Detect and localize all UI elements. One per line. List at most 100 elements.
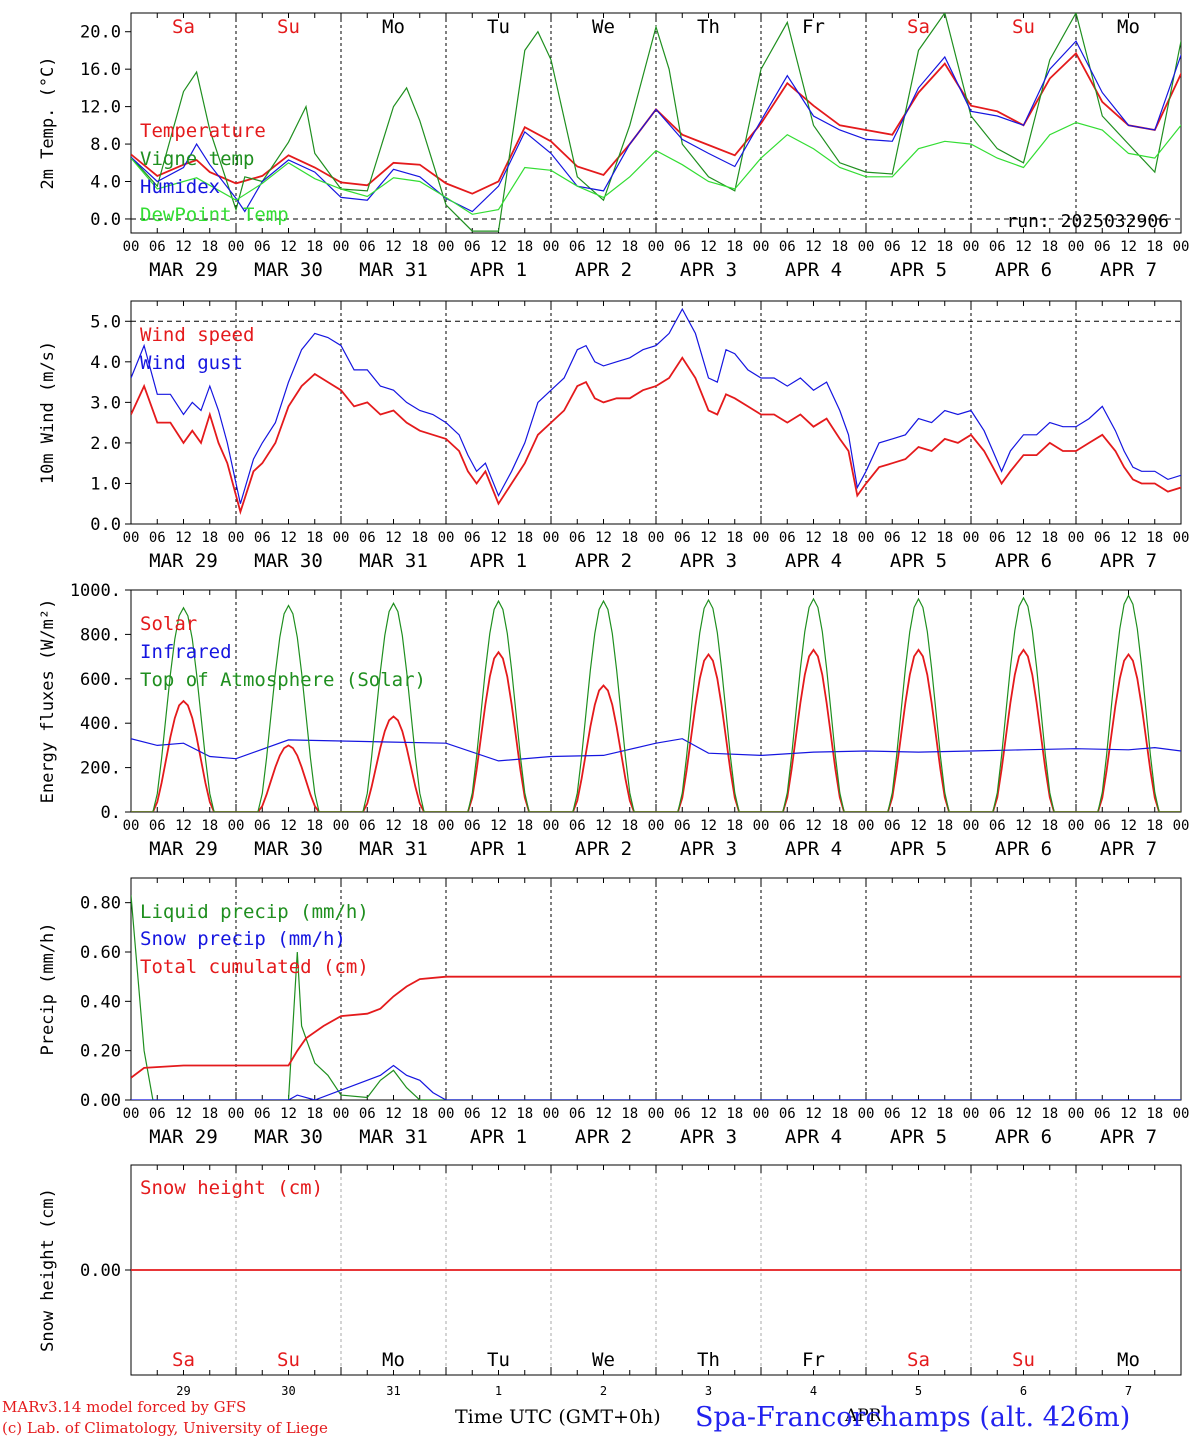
x-hour-label: 18 [1146,818,1163,834]
x-hour-label: 06 [674,818,691,834]
x-date-label: APR 3 [680,838,737,860]
legend-entry: Temperature [140,120,266,142]
x-hour-label: 18 [621,239,638,255]
x-hour-label: 00 [228,530,245,546]
y-axis-label: 2m Temp. (°C) [38,56,58,189]
x-date-label: APR 4 [785,838,842,860]
legend-entry: Wind speed [140,324,254,346]
x-date-label: APR 7 [1100,259,1157,281]
x-hour-label: 18 [621,1106,638,1122]
x-hour-label: 12 [280,239,297,255]
day-number-label: 4 [810,1384,817,1398]
panel-frame [130,300,1182,525]
series-line-0 [131,356,1181,515]
x-hour-label: 12 [910,239,927,255]
x-hour-label: 00 [123,1106,140,1122]
x-hour-label: 00 [753,530,770,546]
x-hour-label: 06 [254,818,271,834]
series-line-2 [131,40,1181,213]
y-tick-label: 0.00 [80,1261,121,1281]
weekday-label: Tu [487,16,510,38]
panel-3 [125,589,1182,813]
x-date-label: MAR 30 [254,1126,323,1148]
x-hour-label: 12 [805,818,822,834]
station-title: Spa-Francorchamps (alt. 426m) [695,1402,1131,1433]
x-hour-label: 00 [123,530,140,546]
x-hour-label: 18 [726,818,743,834]
x-date-label: APR 3 [680,550,737,572]
series-line-1 [131,738,1181,762]
x-hour-label: 12 [1120,530,1137,546]
x-date-label: APR 2 [575,1126,632,1148]
weekday-label: Su [1012,16,1035,38]
x-hour-label: 00 [438,1106,455,1122]
weekday-label: Th [697,16,720,38]
x-hour-label: 12 [385,530,402,546]
x-hour-label: 18 [936,1106,953,1122]
x-date-label: APR 1 [470,1126,527,1148]
x-hour-label: 06 [464,818,481,834]
run-annotation: run: 2025032906 [1006,211,1169,232]
x-hour-label: 06 [1094,239,1111,255]
x-hour-label: 12 [700,818,717,834]
y-tick-label: 0.20 [80,1042,121,1062]
day-number-label: 5 [915,1384,922,1398]
x-hour-label: 12 [280,818,297,834]
x-date-label: MAR 31 [359,550,428,572]
x-hour-label: 18 [1146,530,1163,546]
legend-entry: Wind gust [140,352,243,374]
x-hour-label: 00 [123,818,140,834]
x-date-label: APR 3 [680,1126,737,1148]
x-hour-label: 00 [333,239,350,255]
x-date-label: MAR 30 [254,838,323,860]
x-hour-label: 00 [333,818,350,834]
x-hour-label: 18 [726,239,743,255]
x-hour-label: 06 [1094,530,1111,546]
y-tick-label: 2.0 [90,434,121,454]
x-date-label: APR 6 [995,838,1052,860]
x-hour-label: 00 [543,530,560,546]
legend-entry: Snow height (cm) [140,1177,323,1199]
x-date-label: MAR 30 [254,550,323,572]
day-number-label: 29 [176,1384,190,1398]
y-tick-label: 600. [80,670,121,690]
x-hour-label: 00 [963,1106,980,1122]
x-hour-label: 18 [1041,239,1058,255]
x-hour-label: 06 [569,1106,586,1122]
x-hour-label: 12 [700,1106,717,1122]
x-hour-label: 00 [858,1106,875,1122]
x-date-label: APR 4 [785,550,842,572]
day-number-label: 7 [1125,1384,1132,1398]
time-axis-title: Time UTC (GMT+0h) [455,1406,661,1428]
series-line-2 [131,594,1181,812]
y-tick-label: 0.00 [80,1091,121,1111]
y-tick-label: 1.0 [90,474,121,494]
x-hour-label: 06 [779,530,796,546]
x-date-label: APR 6 [995,1126,1052,1148]
y-tick-label: 0.60 [80,943,121,963]
x-hour-label: 18 [516,818,533,834]
x-date-label: APR 5 [890,838,947,860]
x-hour-label: 12 [700,239,717,255]
x-hour-label: 06 [569,239,586,255]
x-hour-label: 06 [674,239,691,255]
x-hour-label: 18 [831,818,848,834]
legend-entry: Solar [140,613,197,635]
x-hour-label: 06 [989,530,1006,546]
x-hour-label: 06 [1094,818,1111,834]
x-hour-label: 12 [595,530,612,546]
x-date-label: MAR 29 [149,259,218,281]
x-hour-label: 00 [228,818,245,834]
x-date-label: APR 4 [785,1126,842,1148]
x-hour-label: 00 [753,1106,770,1122]
x-hour-label: 12 [280,530,297,546]
x-hour-label: 06 [254,1106,271,1122]
x-hour-label: 00 [1173,818,1190,834]
x-hour-label: 18 [1146,1106,1163,1122]
lab-credit: (c) Lab. of Climatology, University of L… [2,1419,328,1437]
x-date-label: APR 1 [470,259,527,281]
x-hour-label: 06 [989,818,1006,834]
x-hour-label: 12 [1015,1106,1032,1122]
x-hour-label: 00 [1068,239,1085,255]
